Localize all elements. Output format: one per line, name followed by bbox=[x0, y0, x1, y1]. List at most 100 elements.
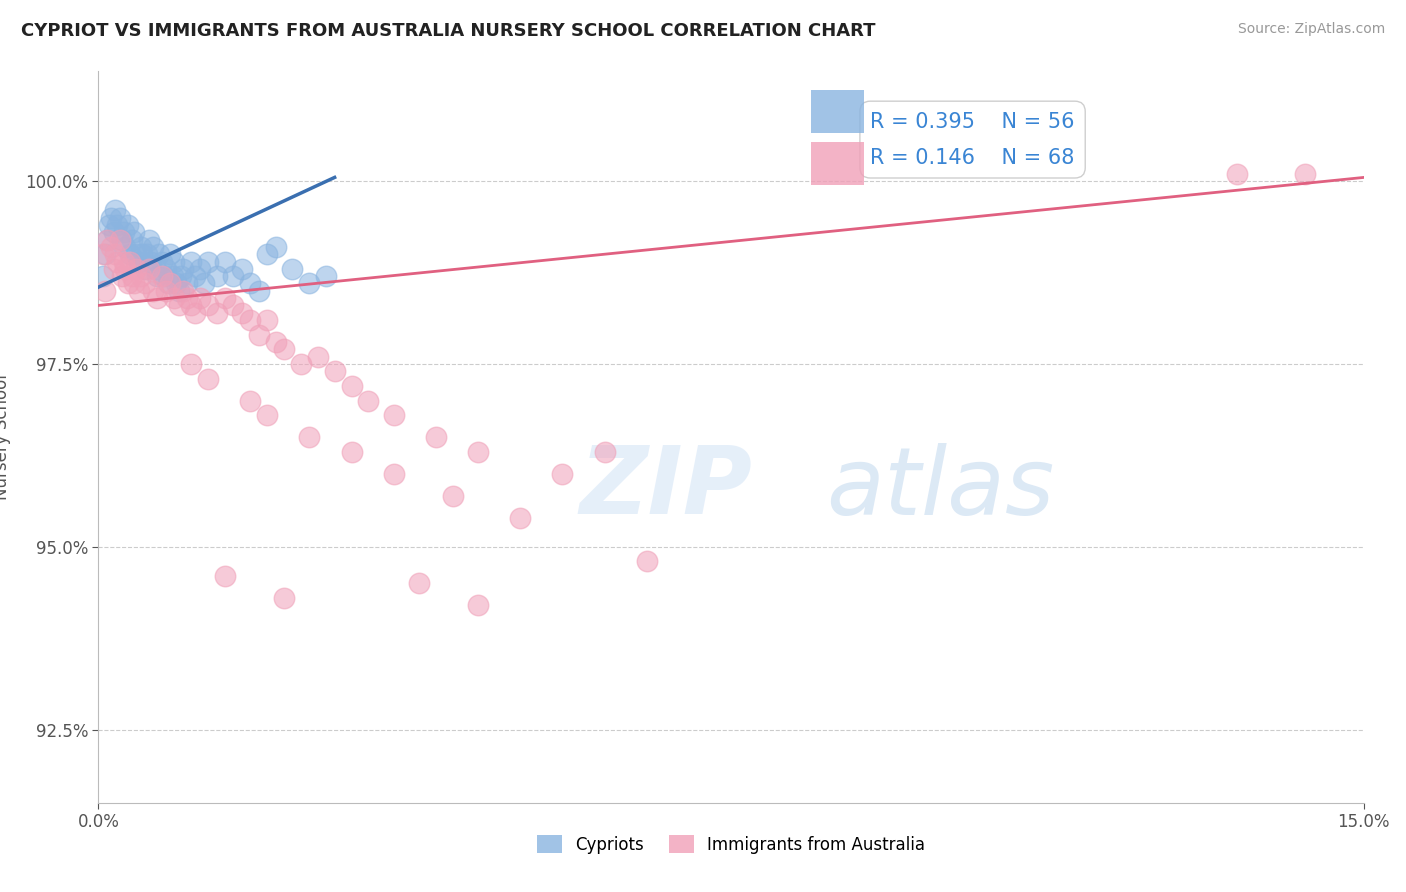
Point bbox=[205, 306, 228, 320]
Point bbox=[150, 254, 173, 268]
Point bbox=[205, 269, 228, 284]
Point bbox=[128, 254, 150, 268]
Point bbox=[408, 576, 430, 591]
Point bbox=[105, 218, 128, 232]
Point bbox=[298, 277, 321, 291]
Point bbox=[184, 306, 207, 320]
Point bbox=[117, 218, 139, 232]
Point bbox=[264, 240, 287, 254]
Point bbox=[94, 247, 117, 261]
Point bbox=[264, 334, 287, 349]
Point bbox=[139, 254, 162, 268]
Point bbox=[91, 247, 114, 261]
Point bbox=[128, 284, 150, 298]
Point bbox=[159, 247, 181, 261]
Point bbox=[142, 240, 165, 254]
Point bbox=[111, 269, 134, 284]
Point bbox=[122, 277, 145, 291]
Point bbox=[134, 277, 156, 291]
Point bbox=[180, 254, 202, 268]
Point bbox=[136, 247, 159, 261]
Point bbox=[146, 291, 169, 305]
Text: CYPRIOT VS IMMIGRANTS FROM AUSTRALIA NURSERY SCHOOL CORRELATION CHART: CYPRIOT VS IMMIGRANTS FROM AUSTRALIA NUR… bbox=[21, 22, 876, 40]
Point bbox=[425, 430, 447, 444]
Point bbox=[138, 233, 160, 247]
Point bbox=[197, 254, 219, 268]
Point bbox=[172, 284, 194, 298]
Text: atlas: atlas bbox=[825, 442, 1054, 533]
Point bbox=[340, 379, 363, 393]
Point bbox=[91, 269, 114, 284]
Point bbox=[315, 269, 337, 284]
Point bbox=[222, 298, 245, 312]
Point bbox=[636, 554, 658, 568]
Point bbox=[214, 291, 236, 305]
Point bbox=[180, 298, 202, 312]
Point bbox=[131, 247, 153, 261]
Point bbox=[150, 269, 173, 284]
Point bbox=[163, 291, 186, 305]
Point bbox=[146, 269, 169, 284]
Point bbox=[222, 269, 245, 284]
Text: ZIP: ZIP bbox=[579, 442, 752, 534]
Point bbox=[125, 261, 148, 276]
Point bbox=[100, 240, 122, 254]
Point bbox=[273, 343, 295, 357]
Point bbox=[167, 284, 190, 298]
Point bbox=[172, 261, 194, 276]
Point bbox=[197, 298, 219, 312]
Point bbox=[467, 599, 489, 613]
Point bbox=[104, 247, 127, 261]
Point bbox=[122, 225, 145, 239]
Point bbox=[125, 247, 148, 261]
Point bbox=[112, 254, 135, 268]
Point bbox=[120, 247, 142, 261]
Point bbox=[509, 510, 531, 524]
Point bbox=[188, 291, 211, 305]
Point bbox=[108, 211, 131, 225]
Point bbox=[155, 284, 177, 298]
Point bbox=[129, 269, 152, 284]
Point bbox=[103, 261, 125, 276]
Point bbox=[340, 444, 363, 458]
Point bbox=[148, 247, 170, 261]
Point bbox=[162, 269, 184, 284]
Point bbox=[247, 327, 270, 342]
Point bbox=[214, 254, 236, 268]
Point bbox=[441, 489, 464, 503]
Point bbox=[256, 408, 278, 422]
Point bbox=[176, 277, 198, 291]
Point bbox=[231, 306, 253, 320]
FancyBboxPatch shape bbox=[811, 90, 863, 133]
Point bbox=[382, 467, 405, 481]
Point bbox=[256, 313, 278, 327]
Point bbox=[134, 261, 156, 276]
Point bbox=[247, 284, 270, 298]
Point bbox=[112, 225, 135, 239]
Point bbox=[231, 261, 253, 276]
Point bbox=[239, 393, 262, 408]
Point bbox=[111, 233, 134, 247]
Point bbox=[121, 233, 143, 247]
Point bbox=[273, 591, 295, 605]
FancyBboxPatch shape bbox=[811, 143, 863, 186]
Point bbox=[142, 284, 165, 298]
Point bbox=[165, 277, 187, 291]
Point bbox=[121, 269, 143, 284]
Point bbox=[307, 350, 329, 364]
Point bbox=[97, 218, 120, 232]
Point bbox=[323, 364, 346, 378]
Point bbox=[167, 298, 190, 312]
Text: R = 0.395    N = 56
R = 0.146    N = 68: R = 0.395 N = 56 R = 0.146 N = 68 bbox=[870, 112, 1074, 168]
Point bbox=[382, 408, 405, 422]
Point bbox=[1226, 167, 1249, 181]
Text: Source: ZipAtlas.com: Source: ZipAtlas.com bbox=[1237, 22, 1385, 37]
Point bbox=[114, 240, 136, 254]
Point bbox=[100, 211, 122, 225]
Point bbox=[357, 393, 380, 408]
Point bbox=[156, 277, 179, 291]
Point bbox=[145, 261, 167, 276]
Point bbox=[120, 254, 142, 268]
Point bbox=[96, 233, 118, 247]
Point bbox=[103, 225, 125, 239]
